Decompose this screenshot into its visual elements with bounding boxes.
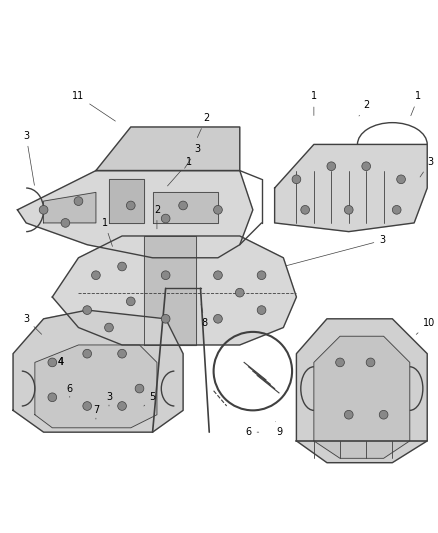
Polygon shape: [44, 192, 96, 223]
Circle shape: [214, 205, 223, 214]
Circle shape: [135, 384, 144, 393]
Circle shape: [257, 306, 266, 314]
Text: 6: 6: [245, 427, 259, 437]
Polygon shape: [52, 236, 297, 345]
Text: 1: 1: [311, 92, 317, 116]
Circle shape: [127, 297, 135, 306]
Circle shape: [235, 288, 244, 297]
Circle shape: [301, 205, 310, 214]
Polygon shape: [275, 144, 427, 232]
Text: 11: 11: [72, 92, 115, 121]
Circle shape: [392, 205, 401, 214]
Text: 8: 8: [201, 304, 208, 328]
Text: 10: 10: [416, 318, 435, 334]
Circle shape: [127, 201, 135, 210]
Circle shape: [105, 323, 113, 332]
Circle shape: [214, 271, 223, 280]
Circle shape: [92, 271, 100, 280]
Circle shape: [83, 349, 92, 358]
Polygon shape: [35, 345, 157, 428]
Circle shape: [327, 162, 336, 171]
Text: 1: 1: [411, 92, 421, 116]
Circle shape: [362, 162, 371, 171]
Polygon shape: [297, 319, 427, 463]
Polygon shape: [96, 127, 240, 171]
Polygon shape: [314, 336, 410, 458]
Text: 2: 2: [359, 100, 369, 116]
Circle shape: [61, 219, 70, 227]
Circle shape: [379, 410, 388, 419]
Circle shape: [39, 205, 48, 214]
Text: 4: 4: [58, 358, 64, 367]
Circle shape: [161, 271, 170, 280]
Circle shape: [48, 393, 57, 402]
Text: 3: 3: [23, 314, 42, 334]
Text: 9: 9: [276, 422, 282, 437]
Circle shape: [118, 262, 127, 271]
Text: 3: 3: [185, 144, 201, 168]
Circle shape: [344, 205, 353, 214]
Circle shape: [366, 358, 375, 367]
Circle shape: [48, 358, 57, 367]
Text: 3: 3: [23, 131, 35, 185]
Text: 6: 6: [67, 384, 73, 397]
Text: 1: 1: [102, 218, 113, 246]
Text: 3: 3: [286, 236, 385, 266]
Circle shape: [118, 402, 127, 410]
Circle shape: [179, 201, 187, 210]
Text: 3: 3: [106, 392, 112, 406]
Circle shape: [74, 197, 83, 205]
Circle shape: [292, 175, 301, 184]
Circle shape: [83, 306, 92, 314]
Text: 4: 4: [58, 358, 64, 367]
Text: 3: 3: [420, 157, 433, 177]
Circle shape: [161, 314, 170, 323]
Circle shape: [214, 314, 223, 323]
Polygon shape: [13, 310, 183, 432]
Circle shape: [161, 214, 170, 223]
Text: 5: 5: [144, 392, 155, 406]
Circle shape: [336, 358, 344, 367]
Polygon shape: [109, 179, 144, 223]
Text: 1: 1: [167, 157, 192, 186]
Text: 2: 2: [198, 114, 209, 138]
Polygon shape: [152, 192, 218, 223]
Circle shape: [344, 410, 353, 419]
Circle shape: [257, 271, 266, 280]
Polygon shape: [18, 171, 253, 258]
Text: 2: 2: [154, 205, 160, 229]
Circle shape: [397, 175, 406, 184]
Circle shape: [83, 402, 92, 410]
Circle shape: [118, 349, 127, 358]
Text: 7: 7: [93, 406, 99, 419]
Polygon shape: [144, 236, 196, 345]
